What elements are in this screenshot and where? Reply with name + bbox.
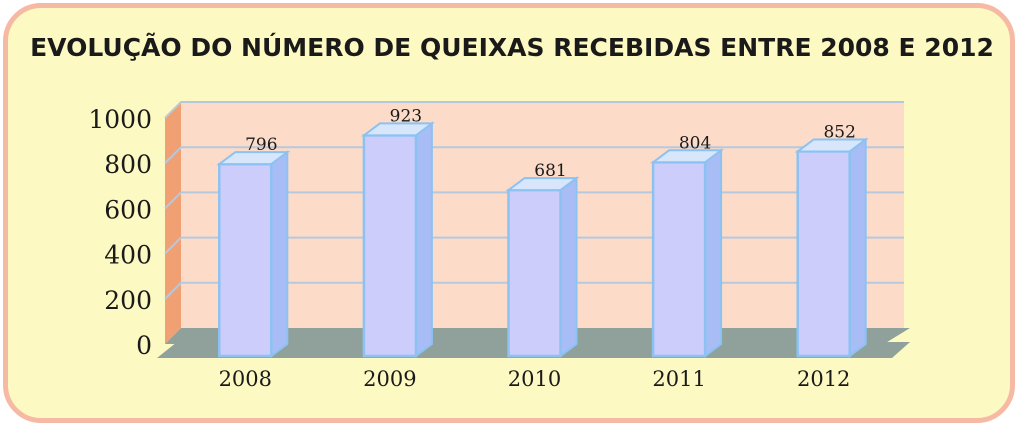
y-tick-label: 0: [136, 331, 152, 360]
bar-top: [360, 122, 435, 137]
bar-side: [704, 148, 723, 358]
gridline: [164, 146, 904, 164]
gridline: [164, 101, 904, 119]
plot-side-wall: [165, 102, 181, 344]
bar-top: [216, 151, 291, 166]
data-label: 804: [679, 133, 711, 153]
x-tick-label: 2011: [652, 367, 705, 391]
bar-side: [414, 121, 433, 358]
y-tick-label: 600: [104, 195, 152, 224]
y-tick-label: 200: [104, 286, 152, 315]
bar-side: [848, 137, 867, 358]
x-tick-label: 2012: [797, 367, 850, 391]
bar: [796, 150, 851, 358]
data-label: 681: [534, 161, 566, 181]
bar-top: [505, 177, 580, 192]
data-label: 852: [823, 122, 855, 142]
y-tick-label: 400: [104, 241, 152, 270]
x-tick-label: 2009: [363, 367, 416, 391]
bar-side: [270, 150, 289, 358]
bar: [362, 134, 418, 358]
bar-top: [650, 149, 725, 164]
x-tick-label: 2008: [219, 367, 272, 391]
bar: [507, 188, 562, 358]
bar-top: [794, 138, 869, 153]
data-label: 923: [390, 106, 422, 126]
data-label: 796: [245, 135, 277, 155]
y-tick-label: 800: [104, 150, 152, 179]
x-tick-label: 2010: [508, 367, 561, 391]
bar: [651, 161, 707, 358]
chart-title: EVOLUÇÃO DO NÚMERO DE QUEIXAS RECEBIDAS …: [30, 33, 994, 62]
y-tick-label: 1000: [88, 105, 152, 134]
bar-side: [559, 176, 578, 358]
bar: [218, 162, 273, 358]
